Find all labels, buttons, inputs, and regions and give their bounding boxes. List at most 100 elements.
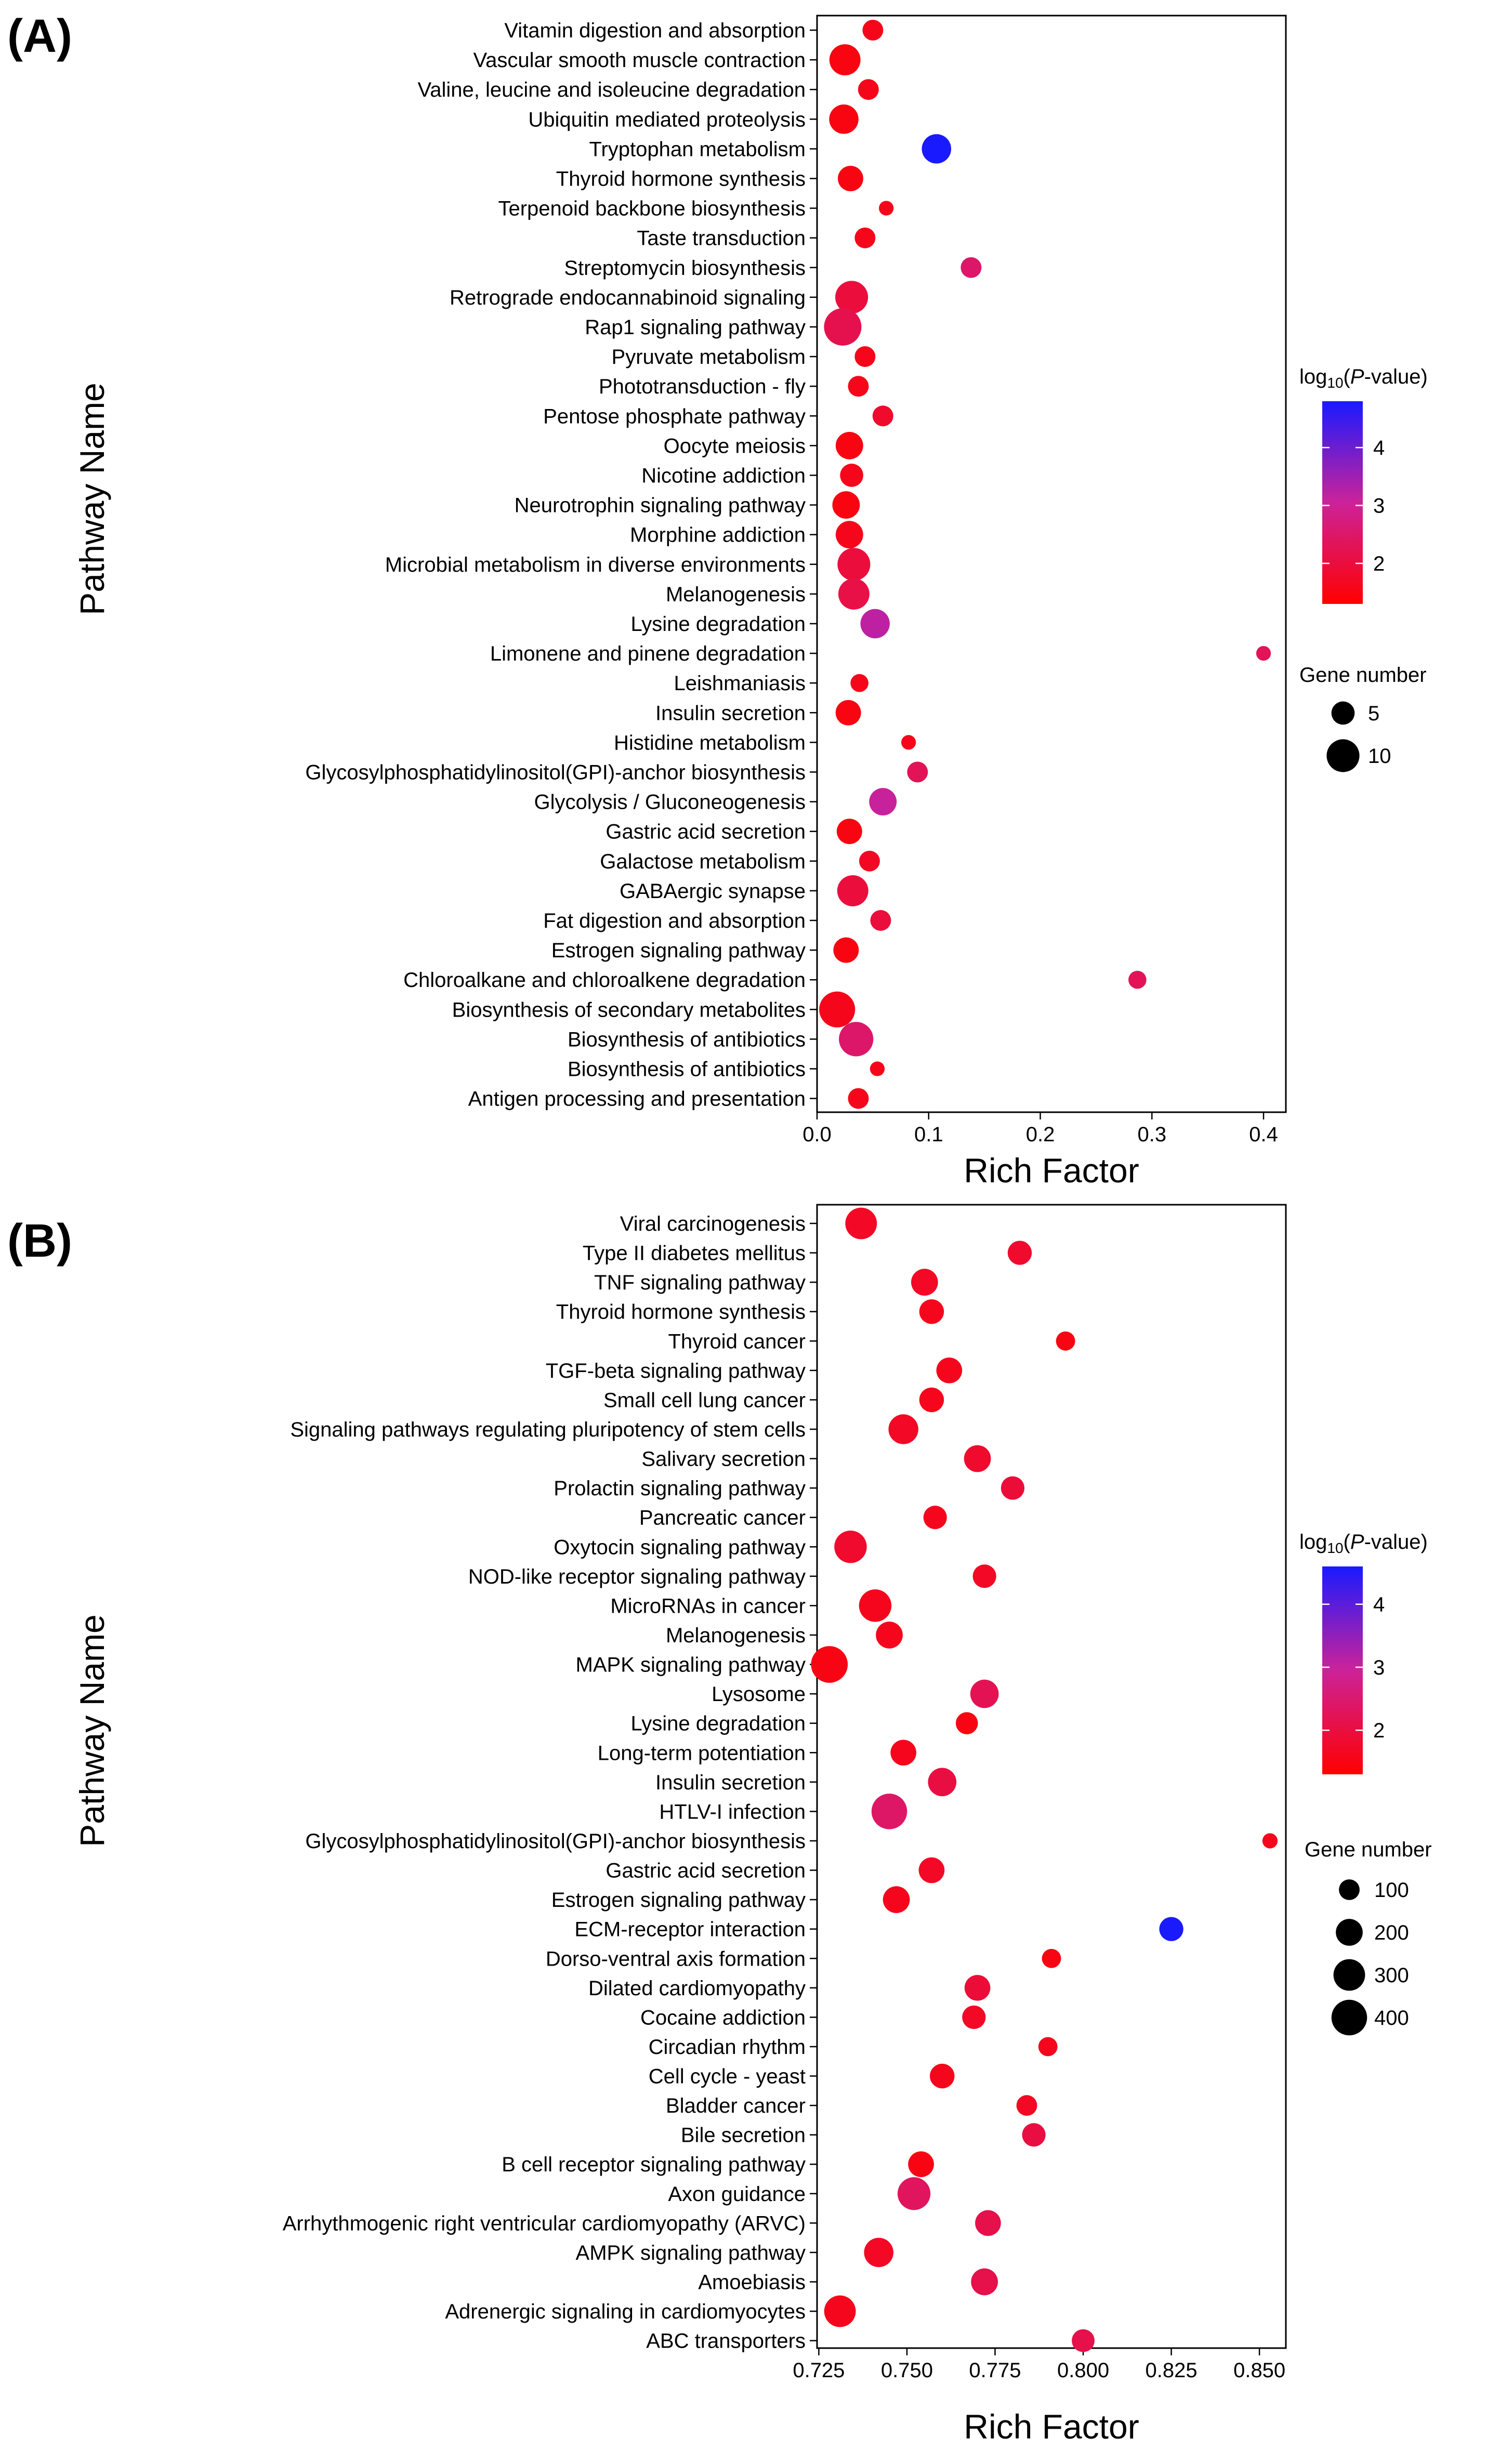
data-point [838, 578, 870, 610]
data-point [879, 201, 894, 216]
y-tick-label: Cocaine addiction [640, 2006, 806, 2029]
y-tick-label: Insulin secretion [655, 702, 806, 724]
data-point [834, 1531, 867, 1563]
data-point [930, 2063, 955, 2089]
data-point [869, 788, 897, 816]
y-tick-label: HTLV-I infection [659, 1800, 806, 1823]
data-point [862, 20, 884, 41]
data-point [972, 1564, 996, 1588]
size-legend-dot [1339, 1879, 1360, 1900]
data-point [850, 674, 869, 692]
data-point [1072, 2329, 1095, 2352]
y-tick-label: Glycosylphosphatidylinositol(GPI)-anchor… [305, 1830, 806, 1853]
y-tick-label: Pentose phosphate pathway [543, 405, 806, 428]
size-legend-dot [1331, 701, 1355, 725]
y-tick-label: Bladder cancer [666, 2094, 806, 2117]
size-legend-label: 300 [1374, 1964, 1409, 1987]
x-tick-label: 0.725 [793, 2359, 845, 2382]
y-tick-label: MicroRNAs in cancer [610, 1595, 806, 1617]
data-point [836, 819, 862, 845]
color-bar-label: 2 [1373, 1719, 1385, 1742]
y-tick-label: AMPK signaling pathway [576, 2242, 806, 2264]
color-legend-title: log10(P-value) [1299, 1531, 1428, 1556]
y-tick-label: Biosynthesis of antibiotics [568, 1058, 806, 1081]
color-legend-title: log10(P-value) [1299, 365, 1428, 391]
data-point [1022, 2123, 1046, 2147]
data-point [870, 1061, 885, 1076]
panel-a-label: (A) [7, 10, 72, 62]
color-bar-label: 2 [1373, 552, 1385, 575]
data-point [962, 2005, 986, 2029]
y-tick-label: ECM-receptor interaction [574, 1918, 806, 1941]
size-legend-dot [1336, 1919, 1363, 1946]
data-point [1256, 645, 1271, 661]
size-legend-dot [1331, 1999, 1367, 2036]
y-tick-label: Dorso-ventral axis formation [546, 1947, 806, 1970]
y-tick-label: Chloroalkane and chloroalkene degradatio… [403, 969, 806, 992]
y-tick-label: NOD-like receptor signaling pathway [468, 1565, 806, 1588]
y-tick-label: Histidine metabolism [614, 731, 806, 754]
y-tick-label: Biosynthesis of antibiotics [568, 1028, 806, 1051]
y-tick-label: Pancreatic cancer [639, 1507, 806, 1530]
y-tick-label: Rap1 signaling pathway [585, 316, 806, 339]
size-legend-label: 10 [1368, 745, 1391, 768]
y-tick-label: Arrhythmogenic right ventricular cardiom… [283, 2212, 806, 2235]
data-point [1001, 1476, 1024, 1500]
data-point [919, 1387, 944, 1413]
data-point [1038, 2037, 1058, 2057]
data-point [864, 2237, 893, 2268]
y-tick-label: Gastric acid secretion [606, 1860, 806, 1882]
x-tick-label: 0.2 [1026, 1123, 1055, 1146]
y-tick-label: Estrogen signaling pathway [551, 1889, 806, 1912]
y-tick-label: Vitamin digestion and absorption [504, 19, 806, 42]
x-tick-label: 0.4 [1249, 1123, 1278, 1146]
data-point [1016, 2095, 1037, 2116]
y-tick-label: Gastric acid secretion [606, 821, 806, 844]
y-tick-label: Prolactin signaling pathway [554, 1477, 806, 1500]
y-tick-label: Microbial metabolism in diverse environm… [385, 554, 806, 576]
chart-a: Vitamin digestion and absorption Vascular… [73, 15, 1428, 1190]
y-tick-label: Pyruvate metabolism [612, 346, 806, 368]
data-point [1007, 1241, 1032, 1265]
data-point [860, 609, 890, 639]
y-tick-label: TGF-beta signaling pathway [546, 1360, 806, 1382]
y-tick-label: Oxytocin signaling pathway [554, 1536, 806, 1559]
data-point [1159, 1917, 1183, 1941]
data-point [1056, 1331, 1075, 1351]
y-tick-label: Limonene and pinene degradation [490, 642, 806, 665]
data-point [870, 910, 891, 931]
data-point [871, 1794, 907, 1829]
size-legend-label: 400 [1374, 2007, 1409, 2030]
y-tick-label: Viral carcinogenesis [620, 1213, 806, 1235]
color-bar [1322, 1566, 1363, 1774]
x-axis-title: Rich Factor [964, 1151, 1139, 1190]
y-tick-label: Terpenoid backbone biosynthesis [498, 197, 806, 220]
y-tick-label: Circadian rhythm [649, 2036, 806, 2059]
data-point [837, 166, 863, 191]
y-tick-label: Valine, leucine and isoleucine degradati… [418, 78, 806, 101]
x-tick-label: 0.825 [1146, 2359, 1198, 2382]
data-point [835, 700, 861, 726]
y-tick-label: Fat digestion and absorption [543, 910, 806, 932]
y-tick-label: Glycolysis / Gluconeogenesis [534, 791, 806, 814]
color-bar-label: 4 [1373, 437, 1385, 459]
data-point [835, 521, 863, 549]
y-tick-label: Nicotine addiction [641, 465, 806, 487]
y-tick-label: Dilated cardiomyopathy [588, 1977, 806, 2000]
y-tick-label: Tryptophan metabolism [589, 138, 806, 161]
y-tick-label: Streptomycin biosynthesis [564, 257, 806, 280]
y-tick-label: Taste transduction [637, 227, 806, 250]
y-tick-label: B cell receptor signaling pathway [502, 2153, 806, 2176]
x-tick-label: 0.0 [802, 1123, 832, 1146]
data-point [811, 1646, 848, 1683]
data-point [840, 464, 863, 487]
data-point [835, 281, 869, 314]
data-point [824, 308, 862, 346]
y-tick-label: Thyroid hormone synthesis [556, 1301, 806, 1324]
x-tick-label: 0.850 [1233, 2359, 1285, 2382]
y-tick-label: Galactose metabolism [600, 850, 806, 873]
y-tick-label: Vascular smooth muscle contraction [473, 49, 806, 72]
data-point [907, 761, 928, 783]
data-point [829, 104, 859, 134]
data-point [848, 376, 869, 397]
